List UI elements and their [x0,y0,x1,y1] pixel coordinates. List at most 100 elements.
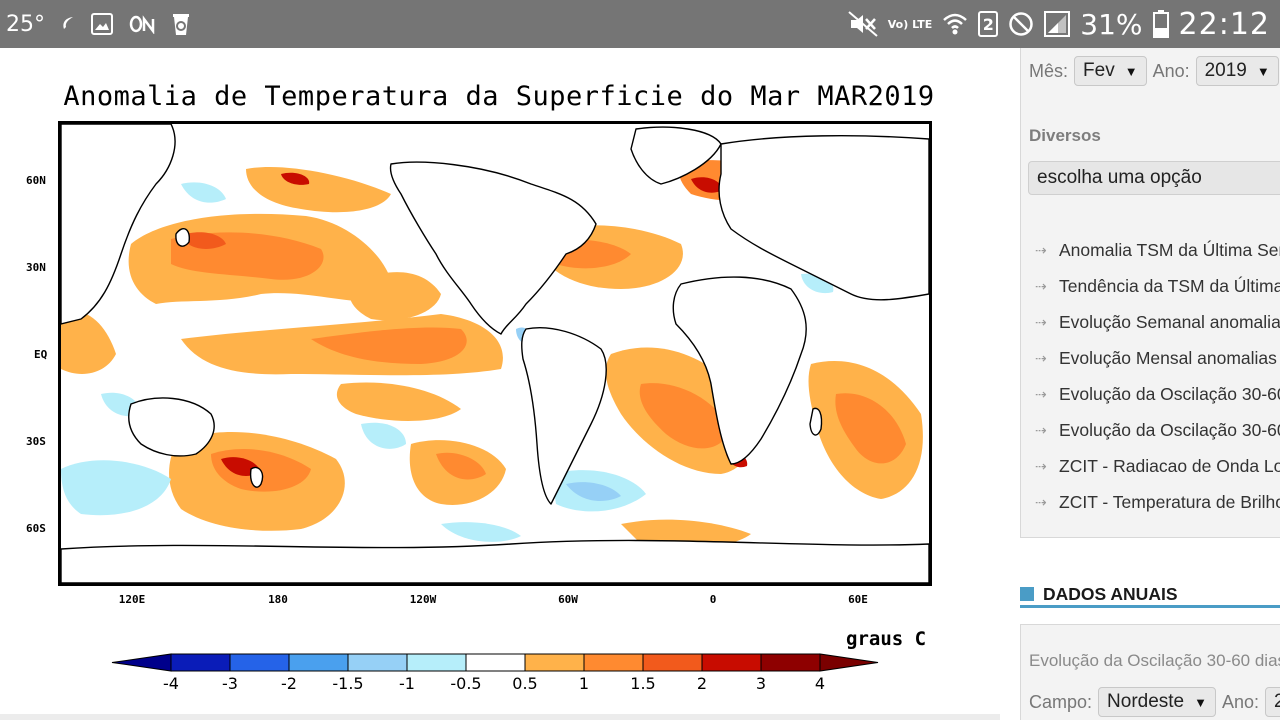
recycle-icon [171,12,191,36]
diversos-label: Diversos [1029,126,1101,145]
mute-icon [848,11,878,37]
colorbar-swatch [583,653,644,672]
chevron-down-icon: ▼ [1194,694,1208,710]
wifi-icon [942,12,968,36]
sidebar: Mês: Fev ▼ Ano: 2019 ▼ Diversos escolha … [1000,48,1280,720]
on-icon [129,14,155,34]
sst-anomaly-figure: Anomalia de Temperatura da Superficie do… [0,48,1000,720]
madagascar-outline [809,407,823,436]
subantarctic-pacific-cool [441,522,521,542]
link-evolucao-semanal[interactable]: ⇢ Evolução Semanal anomalias [1035,304,1280,340]
colorbar-swatch [406,653,467,672]
product-links: ⇢ Anomalia TSM da Última Semana ⇢ Tendênci… [1035,232,1280,520]
year-select[interactable]: 2019 ▼ [1195,56,1279,86]
arrow-right-icon: ⇢ [1035,349,1047,366]
status-right: Vo) LTE 2 31% 22:12 [848,6,1270,42]
anomaly-map-graphic [61,124,929,583]
link-label: Evolução Mensal anomalias [1059,347,1277,368]
campo-select[interactable]: Nordeste ▼ [1098,687,1217,717]
arrow-right-icon: ⇢ [1035,277,1047,294]
arrow-right-icon: ⇢ [1035,313,1047,330]
colorbar-label: 4 [814,674,826,693]
colorbar-swatch [465,653,526,672]
month-year-row: Mês: Fev ▼ Ano: 2019 ▼ [1029,56,1279,86]
kuroshio-hotspot [181,232,226,249]
x-tick-180: 180 [268,593,288,606]
annual-data-title: DADOS ANUAIS [1043,583,1178,604]
labrador-hotspot [691,177,723,193]
annual-panel: Evolução da Oscilação 30-60 dias Campo: … [1020,624,1280,720]
anomaly-map [58,121,932,586]
link-evolucao-mensal[interactable]: ⇢ Evolução Mensal anomalias [1035,340,1280,376]
month-select[interactable]: Fev ▼ [1074,56,1147,86]
campo-label: Campo: [1029,691,1093,712]
coastlines [61,124,929,583]
colorbar-swatch [347,653,408,672]
section-marker-icon [1020,587,1034,601]
colorbar-label: -4 [163,674,179,693]
colorbar-label: 1.5 [630,674,656,693]
tropical-pacific-core [311,327,467,364]
colorbar-swatch [760,653,821,672]
x-tick-120e: 120E [118,593,146,606]
x-tick-60w: 60W [558,593,578,606]
link-label: Evolução da Oscilação 30-60 [1059,419,1280,440]
link-zcit-temperatura[interactable]: ⇢ ZCIT - Temperatura de Brilho [1035,484,1280,520]
figure-title: Anomalia de Temperatura da Superficie do… [63,81,935,112]
y-tick-60n: 60N [26,174,46,187]
new-zealand-outline [249,466,264,488]
filter-panel: Mês: Fev ▼ Ano: 2019 ▼ Diversos escolha … [1020,48,1280,538]
colorbar-swatch [701,653,762,672]
antarctica-outline [61,539,929,583]
australia-outline [128,397,215,457]
link-tendencia-tsm[interactable]: ⇢ Tendência da TSM da Última Semana [1035,268,1280,304]
west-pacific-warm [61,311,116,374]
annual-year-select[interactable]: 20 [1265,687,1280,717]
year-select-value: 2019 [1204,60,1247,81]
network-type-text: Vo) LTE [887,17,933,31]
arrow-right-icon: ⇢ [1035,457,1047,474]
colorbar-label: 0.5 [512,674,538,693]
x-tick-120w: 120W [409,593,437,606]
colorbar-label: 2 [696,674,708,693]
diversos-select[interactable]: escolha uma opção [1028,161,1280,195]
arrow-right-icon: ⇢ [1035,241,1047,258]
link-label: Anomalia TSM da Última Semana [1059,239,1280,260]
campo-select-value: Nordeste [1107,691,1185,712]
colorbar-label: -1 [399,674,415,693]
annual-year-select-value: 20 [1274,691,1280,712]
subtropical-south-pacific-warm [336,382,461,421]
colorbar-label: -3 [222,674,238,693]
arrow-right-icon: ⇢ [1035,421,1047,438]
battery-percent-text: 31% [1080,7,1143,41]
arrow-right-icon: ⇢ [1035,385,1047,402]
clock-text: 22:12 [1178,6,1270,42]
link-oscilacao-1[interactable]: ⇢ Evolução da Oscilação 30-60 [1035,376,1280,412]
northeast-pacific-warm [349,272,441,321]
units-label: graus C [846,628,927,650]
colorbar-min-arrow [111,653,172,672]
y-tick-eq: EQ [34,348,48,361]
y-tick-60s: 60S [26,522,46,535]
link-oscilacao-2[interactable]: ⇢ Evolução da Oscilação 30-60 [1035,412,1280,448]
link-anomalia-tsm-semana[interactable]: ⇢ Anomalia TSM da Última Semana [1035,232,1280,268]
leaf-icon [61,16,75,32]
y-tick-30s: 30S [26,435,46,448]
annual-data-header: DADOS ANUAIS [1020,580,1280,608]
colorbar-label: -1.5 [332,674,364,693]
link-zcit-radiacao[interactable]: ⇢ ZCIT - Radiacao de Onda Longa [1035,448,1280,484]
image-icon [91,13,113,35]
chevron-down-icon: ▼ [1124,63,1138,79]
southern-indian-cool [61,460,171,516]
x-tick-0: 0 [709,593,717,606]
south-america-outline [521,327,607,505]
gulf-alaska-warm [246,166,391,213]
asia-east-outline [61,124,176,325]
south-pacific-core [436,452,486,480]
drake-cool-mid [566,482,621,501]
bering-hotspot [281,172,310,185]
japan-outline [175,228,191,247]
signal-icon [1044,11,1071,37]
month-label: Mês: [1029,60,1069,81]
colorbar-swatch [524,653,585,672]
